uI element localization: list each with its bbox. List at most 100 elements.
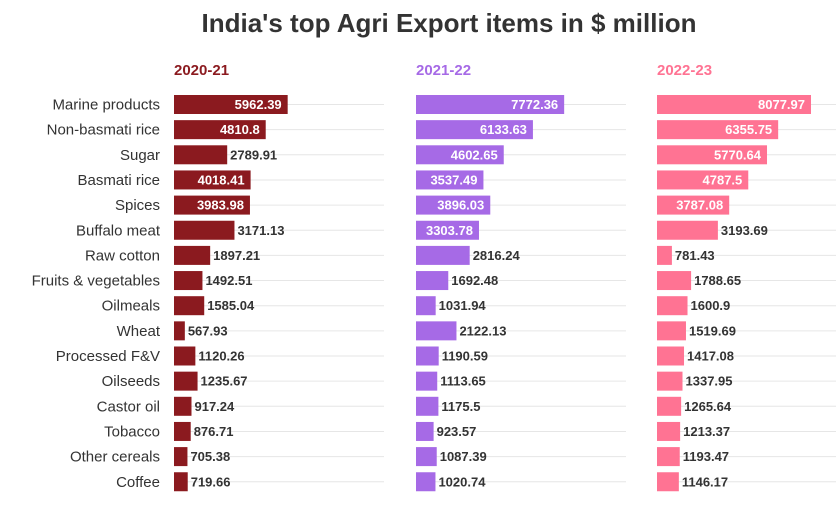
- data-label: 1788.65: [694, 273, 741, 288]
- chart-title: India's top Agri Export items in $ milli…: [202, 8, 697, 38]
- data-label: 1585.04: [207, 298, 255, 313]
- data-label: 1600.9: [691, 298, 731, 313]
- data-label: 1692.48: [451, 273, 498, 288]
- category-label: Buffalo meat: [76, 222, 161, 239]
- bar: [657, 472, 679, 492]
- category-label: Spices: [115, 197, 160, 214]
- data-label: 1020.74: [438, 474, 486, 489]
- category-label: Sugar: [120, 147, 160, 164]
- data-label: 5962.39: [235, 97, 282, 112]
- data-label: 1235.67: [201, 374, 248, 389]
- data-label: 4787.5: [703, 172, 743, 187]
- bar: [657, 120, 779, 140]
- data-label: 876.71: [194, 424, 234, 439]
- data-label: 4018.41: [198, 172, 245, 187]
- panel-2020-21: 2020-21 5962.39 4810.8 2789.91 4018.41 3983.9…: [174, 62, 384, 492]
- bar: [657, 447, 680, 467]
- data-label: 1897.21: [213, 248, 260, 263]
- bar: [657, 396, 682, 416]
- data-label: 567.93: [188, 323, 228, 338]
- bar: [174, 472, 188, 492]
- data-label: 3983.98: [197, 198, 244, 213]
- data-label: 917.24: [194, 399, 235, 414]
- bar: [174, 220, 235, 240]
- bar: [416, 421, 434, 441]
- bar: [174, 447, 188, 467]
- bar: [174, 296, 205, 316]
- bar: [416, 170, 484, 190]
- bar: [174, 271, 203, 291]
- category-label: Castor oil: [97, 398, 160, 415]
- bar: [416, 321, 457, 341]
- bar: [416, 447, 437, 467]
- bar: [416, 346, 439, 366]
- bar: [174, 245, 211, 265]
- data-label: 5770.64: [714, 147, 762, 162]
- data-label: 3193.69: [721, 223, 768, 238]
- bar: [174, 371, 198, 391]
- series-header: 2022-23: [657, 62, 712, 79]
- data-label: 1146.17: [682, 474, 728, 489]
- panel-2022-23: 2022-23 8077.97 6355.75 5770.64 4787.5 3787.0…: [657, 62, 836, 492]
- data-label: 3787.08: [676, 198, 723, 213]
- data-label: 2789.91: [230, 147, 277, 162]
- bar: [416, 145, 504, 165]
- data-label: 2122.13: [459, 323, 506, 338]
- bar: [174, 145, 228, 165]
- bar: [174, 95, 288, 114]
- category-label: Wheat: [117, 323, 161, 340]
- bar: [657, 371, 683, 391]
- bar: [657, 145, 768, 165]
- bar: [657, 220, 718, 240]
- data-label: 1519.69: [689, 323, 736, 338]
- data-label: 1265.64: [684, 399, 732, 414]
- data-label: 7772.36: [511, 97, 558, 112]
- bar: [657, 346, 685, 366]
- data-label: 3303.78: [426, 223, 473, 238]
- category-label: Raw cotton: [85, 247, 160, 264]
- data-label: 1417.08: [687, 349, 734, 364]
- category-label: Basmati rice: [77, 172, 160, 189]
- data-label: 3171.13: [237, 223, 284, 238]
- bar: [174, 195, 250, 215]
- bar: [174, 170, 251, 190]
- bar: [657, 195, 730, 215]
- data-label: 1193.47: [683, 449, 729, 464]
- data-label: 8077.97: [758, 97, 805, 112]
- bar: [174, 421, 191, 441]
- bar: [416, 371, 438, 391]
- category-label: Oilmeals: [102, 298, 160, 315]
- data-label: 4810.8: [220, 122, 260, 137]
- data-label: 1213.37: [683, 424, 730, 439]
- bar: [657, 245, 672, 265]
- data-label: 2816.24: [473, 248, 521, 263]
- bar: [416, 472, 436, 492]
- category-label: Coffee: [116, 474, 160, 491]
- data-label: 6133.63: [480, 122, 527, 137]
- bar: [416, 220, 479, 240]
- panel-2021-22: 2021-22 7772.36 6133.63 4602.65 3537.49 3896.…: [416, 62, 626, 492]
- category-labels: Marine products Non-basmati rice Sugar Basm…: [32, 97, 161, 491]
- bar: [657, 296, 688, 316]
- bar: [657, 321, 686, 341]
- chart-panels: 2020-21 5962.39 4810.8 2789.91 4018.41 3983.9…: [174, 62, 836, 492]
- bar: [174, 396, 192, 416]
- category-label: Non-basmati rice: [47, 122, 160, 139]
- data-label: 3537.49: [430, 172, 477, 187]
- data-label: 3896.03: [437, 198, 484, 213]
- bar: [416, 296, 436, 316]
- data-label: 1087.39: [440, 449, 487, 464]
- data-label: 6355.75: [725, 122, 772, 137]
- bar: [174, 120, 266, 140]
- bar: [174, 321, 185, 341]
- data-label: 781.43: [675, 248, 715, 263]
- data-label: 719.66: [191, 474, 231, 489]
- bar: [416, 95, 565, 114]
- data-label: 923.57: [437, 424, 477, 439]
- bar: [416, 120, 533, 140]
- bar: [657, 170, 749, 190]
- data-label: 1190.59: [442, 349, 488, 364]
- bar: [174, 346, 196, 366]
- data-label: 1113.65: [440, 374, 486, 389]
- data-label: 1120.26: [198, 349, 244, 364]
